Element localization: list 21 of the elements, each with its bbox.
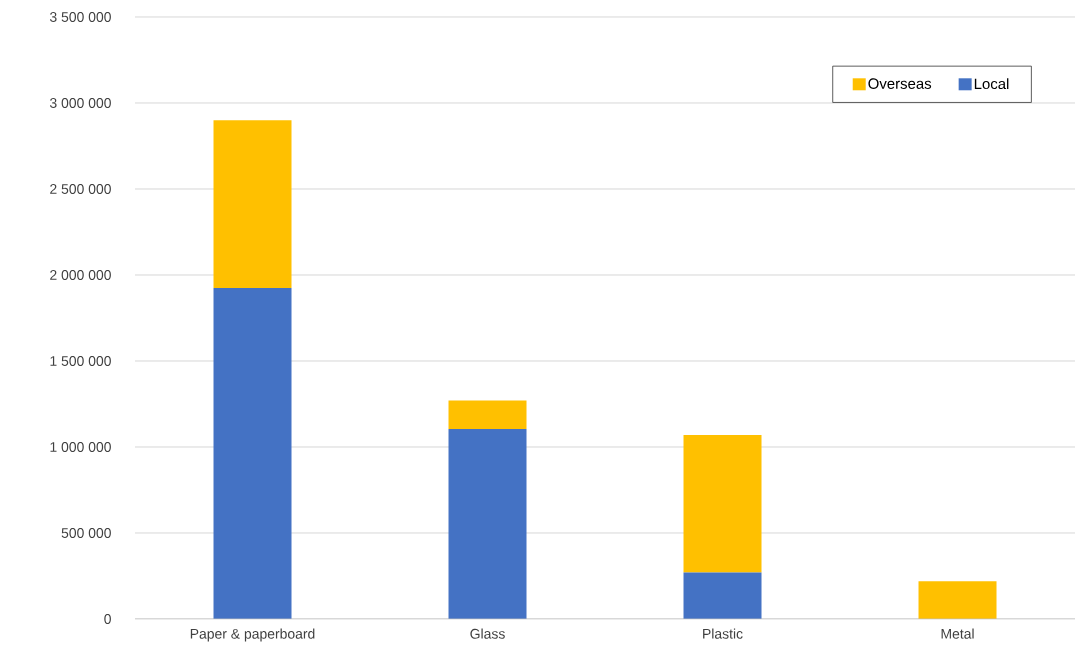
y-tick-label: 2 000 000 (50, 270, 111, 280)
bar (683, 434, 762, 573)
x-tick-label: Metal (941, 628, 974, 639)
x-tick-label: Plastic (703, 628, 743, 639)
bar (683, 572, 762, 619)
y-tick-label: 500 000 (61, 528, 111, 538)
bar (448, 400, 527, 429)
legend-label: Local (974, 78, 1009, 90)
bar (918, 581, 997, 619)
legend-label: Overseas (868, 78, 932, 89)
y-tick-label: 0 (104, 614, 111, 624)
y-tick-label: 3 000 000 (49, 98, 111, 108)
bar (448, 428, 527, 619)
y-tick-label: 2 500 000 (50, 184, 111, 194)
y-tick-label: 3 500 000 (49, 12, 111, 22)
bar (213, 120, 292, 288)
y-tick-label: 1 000 000 (50, 442, 111, 452)
bar (213, 287, 292, 619)
y-tick-label: 1 500 000 (50, 356, 111, 366)
x-tick-label: Glass (470, 628, 505, 639)
x-tick-label: Paper & paperboard (190, 628, 315, 642)
